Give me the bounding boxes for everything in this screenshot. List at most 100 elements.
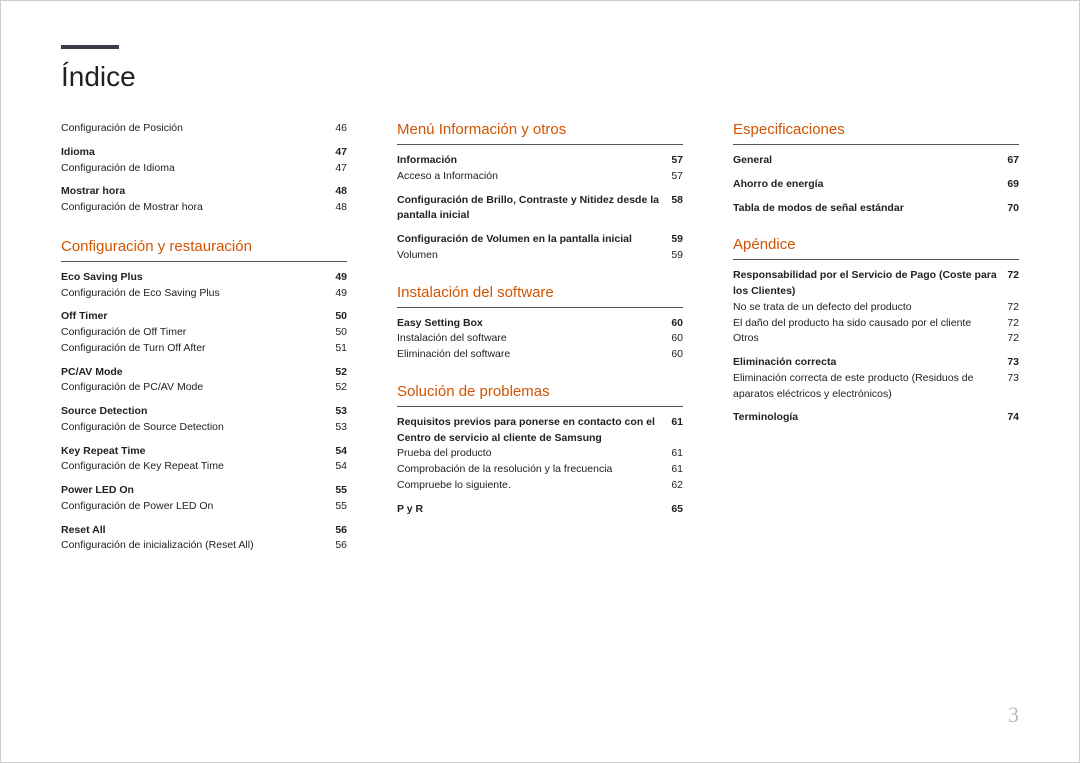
toc-page: 67 <box>1007 153 1019 169</box>
toc-label: Ahorro de energía <box>733 177 1007 193</box>
toc-label: P y R <box>397 502 671 518</box>
toc-group-title: Eco Saving Plus49 <box>61 270 347 286</box>
toc-page: 54 <box>335 459 347 475</box>
toc-label: Idioma <box>61 145 335 161</box>
toc-page: 48 <box>335 184 347 200</box>
toc-page: 73 <box>1007 371 1019 403</box>
toc-label: Instalación del software <box>397 331 671 347</box>
toc-label: El daño del producto ha sido causado por… <box>733 316 1007 332</box>
toc-page: 56 <box>335 538 347 554</box>
toc-group-title: Información57 <box>397 153 683 169</box>
column-2: Menú Información y otros Información57Acc… <box>397 121 683 554</box>
toc-group-title: Configuración de Brillo, Contraste y Nit… <box>397 193 683 225</box>
section-heading: Especificaciones <box>733 121 1019 145</box>
toc-label: Configuración de Off Timer <box>61 325 335 341</box>
section-heading: Solución de problemas <box>397 383 683 407</box>
toc-page: 47 <box>335 145 347 161</box>
toc-label: Configuración de Volumen en la pantalla … <box>397 232 671 248</box>
toc-page: 55 <box>335 499 347 515</box>
toc-group-title: Power LED On55 <box>61 483 347 499</box>
toc-page: 49 <box>335 270 347 286</box>
toc-entry: No se trata de un defecto del producto72 <box>733 300 1019 316</box>
toc-group-title: Easy Setting Box60 <box>397 316 683 332</box>
toc-label: Prueba del producto <box>397 446 671 462</box>
toc-page: 61 <box>671 415 683 447</box>
toc-page: 72 <box>1007 300 1019 316</box>
toc-label: Terminología <box>733 410 1007 426</box>
toc-label: Mostrar hora <box>61 184 335 200</box>
toc-group-title: Terminología74 <box>733 410 1019 426</box>
toc-label: Reset All <box>61 523 335 539</box>
toc-label: PC/AV Mode <box>61 365 335 381</box>
toc-group-title: Eliminación correcta73 <box>733 355 1019 371</box>
toc-label: No se trata de un defecto del producto <box>733 300 1007 316</box>
toc-label: Acceso a Información <box>397 169 671 185</box>
toc-page: 57 <box>671 169 683 185</box>
toc-entry: Configuración de Idioma47 <box>61 161 347 177</box>
toc-columns: Configuración de Posición46Idioma47Confi… <box>61 121 1019 554</box>
toc-entry: Configuración de Mostrar hora48 <box>61 200 347 216</box>
toc-page: 47 <box>335 161 347 177</box>
toc-entry: Otros72 <box>733 331 1019 347</box>
toc-label: Compruebe lo siguiente. <box>397 478 671 494</box>
toc-label: Información <box>397 153 671 169</box>
toc-label: Configuración de Key Repeat Time <box>61 459 335 475</box>
toc-group-title: General67 <box>733 153 1019 169</box>
toc-group-title: Mostrar hora48 <box>61 184 347 200</box>
toc-page: 52 <box>335 380 347 396</box>
toc-page: 51 <box>335 341 347 357</box>
toc-group-title: Idioma47 <box>61 145 347 161</box>
toc-label: Configuración de Power LED On <box>61 499 335 515</box>
toc-label: Requisitos previos para ponerse en conta… <box>397 415 671 447</box>
toc-page: 65 <box>671 502 683 518</box>
toc-entry: Instalación del software60 <box>397 331 683 347</box>
section-heading: Menú Información y otros <box>397 121 683 145</box>
toc-label: Key Repeat Time <box>61 444 335 460</box>
toc-page: 54 <box>335 444 347 460</box>
toc-label: Configuración de Eco Saving Plus <box>61 286 335 302</box>
toc-group-title: Configuración de Volumen en la pantalla … <box>397 232 683 248</box>
toc-entry: Eliminación correcta de este producto (R… <box>733 371 1019 403</box>
toc-label: Configuración de Mostrar hora <box>61 200 335 216</box>
toc-page: 46 <box>335 121 347 137</box>
toc-label: Easy Setting Box <box>397 316 671 332</box>
toc-page: 74 <box>1007 410 1019 426</box>
toc-page: 48 <box>335 200 347 216</box>
toc-entry: El daño del producto ha sido causado por… <box>733 316 1019 332</box>
toc-entry: Configuración de Eco Saving Plus49 <box>61 286 347 302</box>
toc-page: 73 <box>1007 355 1019 371</box>
toc-entry: Volumen59 <box>397 248 683 264</box>
page-title: Índice <box>61 61 1019 93</box>
toc-group-title: Responsabilidad por el Servicio de Pago … <box>733 268 1019 300</box>
toc-page: 72 <box>1007 268 1019 300</box>
section-heading: Instalación del software <box>397 284 683 308</box>
toc-label: Source Detection <box>61 404 335 420</box>
toc-label: Configuración de Source Detection <box>61 420 335 436</box>
toc-entry: Configuración de Power LED On55 <box>61 499 347 515</box>
toc-group-title: Tabla de modos de señal estándar70 <box>733 201 1019 217</box>
toc-page: 55 <box>335 483 347 499</box>
toc-entry: Acceso a Información57 <box>397 169 683 185</box>
toc-page: 58 <box>671 193 683 225</box>
toc-page: 57 <box>671 153 683 169</box>
toc-label: Otros <box>733 331 1007 347</box>
toc-label: General <box>733 153 1007 169</box>
toc-page: 52 <box>335 365 347 381</box>
toc-page: 56 <box>335 523 347 539</box>
toc-label: Configuración de Brillo, Contraste y Nit… <box>397 193 671 225</box>
column-1: Configuración de Posición46Idioma47Confi… <box>61 121 347 554</box>
toc-entry: Compruebe lo siguiente.62 <box>397 478 683 494</box>
toc-page: 70 <box>1007 201 1019 217</box>
toc-page: 61 <box>671 462 683 478</box>
toc-entry: Configuración de inicialización (Reset A… <box>61 538 347 554</box>
toc-label: Eco Saving Plus <box>61 270 335 286</box>
toc-page: 49 <box>335 286 347 302</box>
toc-page: 60 <box>671 316 683 332</box>
toc-label: Eliminación correcta <box>733 355 1007 371</box>
toc-group-title: PC/AV Mode52 <box>61 365 347 381</box>
toc-label: Configuración de Turn Off After <box>61 341 335 357</box>
toc-entry: Eliminación del software60 <box>397 347 683 363</box>
toc-page: 72 <box>1007 331 1019 347</box>
toc-entry: Configuración de PC/AV Mode52 <box>61 380 347 396</box>
toc-page: 50 <box>335 325 347 341</box>
